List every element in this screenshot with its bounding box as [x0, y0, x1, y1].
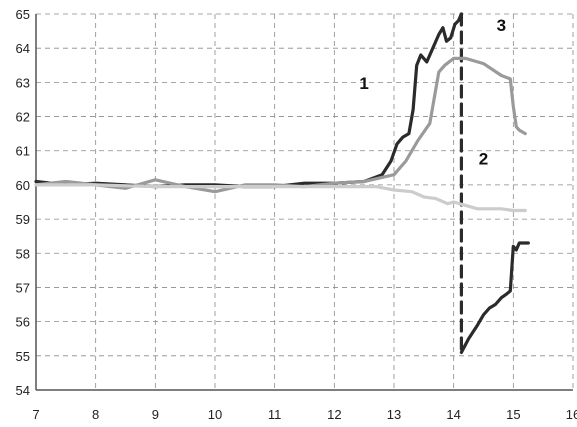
- x-tick-label-8: 8: [92, 407, 99, 422]
- x-tick-label-14: 14: [446, 407, 460, 422]
- series-lines: [34, 12, 530, 354]
- y-tick-label-58: 58: [16, 246, 30, 261]
- x-tick-label-9: 9: [152, 407, 159, 422]
- x-tick-label-10: 10: [208, 407, 222, 422]
- y-tick-label-55: 55: [16, 349, 30, 364]
- y-tick-label-59: 59: [16, 212, 30, 227]
- x-tick-label-15: 15: [506, 407, 520, 422]
- annotations: 1 2 3: [359, 16, 506, 168]
- series-line-4: [34, 56, 527, 194]
- x-tick-label-11: 11: [268, 407, 282, 422]
- x-tick-label-16: 16: [566, 407, 577, 422]
- y-tick-label-57: 57: [16, 280, 30, 295]
- axes: [35, 14, 573, 391]
- series-line-1: [34, 12, 463, 189]
- series-line-3: [459, 241, 530, 354]
- annotation-label-3: 3: [497, 16, 506, 35]
- annotation-label-1: 1: [359, 74, 368, 93]
- x-tick-label-13: 13: [387, 407, 401, 422]
- x-tick-label-7: 7: [32, 407, 39, 422]
- y-tick-label-54: 54: [16, 383, 30, 398]
- y-tick-label-63: 63: [16, 75, 30, 90]
- series-line-5: [34, 183, 527, 213]
- y-tick-label-62: 62: [16, 110, 30, 125]
- y-tick-label-60: 60: [16, 178, 30, 193]
- tick-labels: 7 8 9 10 11 12 13 14 15 1654555657585960616263646…: [16, 7, 577, 422]
- y-tick-label-64: 64: [16, 41, 30, 56]
- y-tick-label-65: 65: [16, 7, 30, 22]
- y-tick-label-56: 56: [16, 315, 30, 330]
- x-tick-label-12: 12: [327, 407, 341, 422]
- annotation-label-2: 2: [479, 149, 488, 168]
- y-tick-label-61: 61: [16, 144, 30, 159]
